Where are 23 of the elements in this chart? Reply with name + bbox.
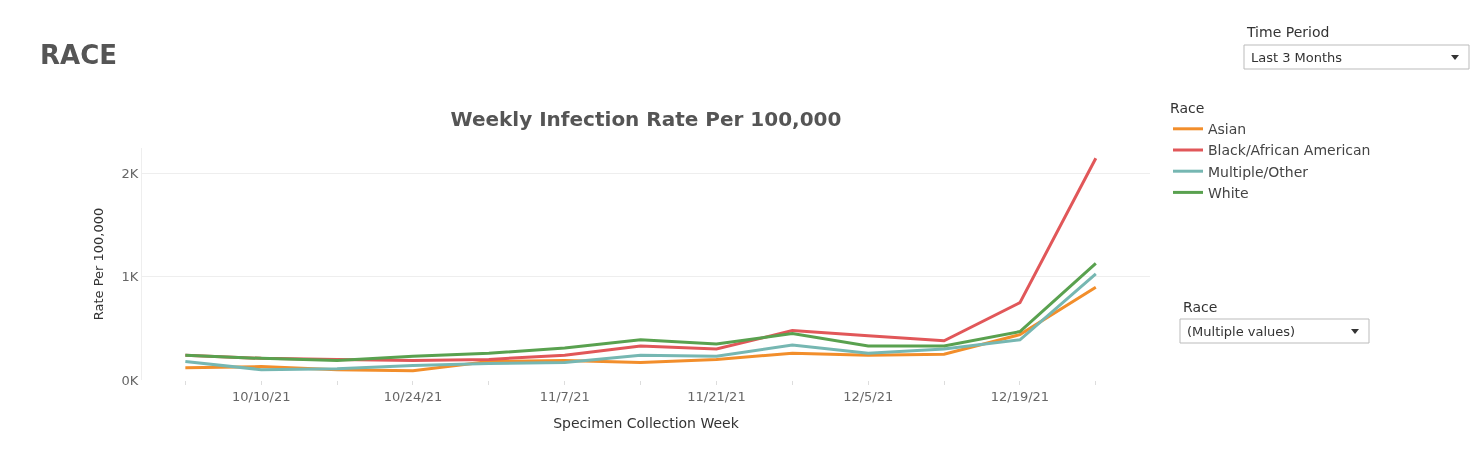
x-tick-label: 12/5/21 <box>843 388 894 404</box>
y-axis-title: Rate Per 100,000 <box>90 207 106 321</box>
chart-title: Weekly Infection Rate Per 100,000 <box>450 107 842 131</box>
text: RACE <box>40 40 117 70</box>
x-tick-label: 10/24/21 <box>383 388 443 404</box>
x-tick-label: 11/21/21 <box>687 388 746 404</box>
legend-label: Black/African American <box>1208 142 1371 159</box>
legend-label: Multiple/Other <box>1208 163 1309 180</box>
legend-title: Race <box>1183 299 1218 315</box>
text: Time Period <box>1246 24 1330 40</box>
legend-label: Asian <box>1208 121 1247 138</box>
legend-label: White <box>1208 184 1249 201</box>
text: Last 3 Months <box>1251 50 1343 65</box>
x-tick-label: 12/19/21 <box>990 388 1050 404</box>
x-tick-label: 10/10/21 <box>232 388 291 404</box>
y-tick-label: 1K <box>121 269 139 285</box>
x-axis-title: Specimen Collection Week <box>553 414 740 431</box>
y-tick-label: 0K <box>121 372 139 388</box>
y-tick-label: 2K <box>121 166 139 182</box>
text: (Multiple values) <box>1187 324 1296 339</box>
line-series <box>183 261 1098 362</box>
x-tick-label: 11/7/21 <box>539 388 590 404</box>
text: Race <box>1170 100 1205 117</box>
